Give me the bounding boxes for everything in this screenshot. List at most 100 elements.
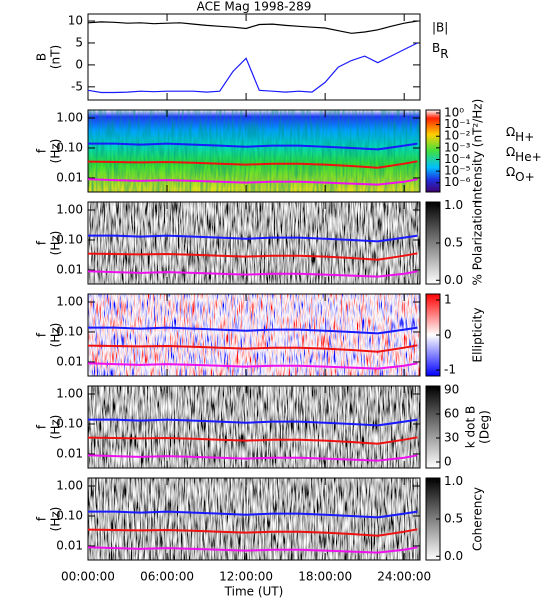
colorbar-tick-label: 10⁻⁵ — [444, 164, 471, 178]
series-line — [87, 270, 418, 278]
x-tick-label: 00:00:00 — [61, 570, 115, 584]
series-line — [87, 344, 418, 353]
colorbar-tick-label: 1 — [444, 292, 452, 306]
colorbar-tick-label: 10⁻⁶ — [444, 175, 471, 189]
colorbar-tick-label: 1.0 — [444, 474, 463, 488]
colorbar-label: % Polarization — [471, 201, 485, 286]
colorbar-label: Intensity (nT²/Hz) — [471, 99, 485, 204]
series-line — [87, 436, 418, 445]
colorbar-tick-label: 1.0 — [444, 198, 463, 212]
colorbar-tick-label: 0 — [444, 328, 452, 342]
spectrogram — [88, 110, 420, 192]
y-tick-label: 1.00 — [56, 479, 83, 493]
plot-frame — [87, 385, 421, 469]
series-line — [87, 160, 418, 169]
colorbar-tick-label: 0.0 — [444, 273, 463, 287]
spectrogram-texture — [88, 294, 420, 376]
series-line — [87, 42, 418, 94]
y-axis-label: f — [35, 240, 49, 245]
series-line — [88, 418, 418, 427]
y-tick-label: 10 — [68, 14, 83, 28]
series-line — [88, 234, 418, 243]
y-axis-label: f — [35, 148, 49, 153]
chart-title: ACE Mag 1998-289 — [197, 0, 312, 14]
colorbar-tick-label: 10⁻² — [444, 129, 471, 143]
series-line — [87, 178, 418, 186]
y-tick-label: 0 — [75, 57, 83, 71]
plot-frame — [87, 293, 421, 377]
y-axis-label: (Hz) — [49, 415, 63, 440]
plot-frame — [87, 201, 421, 285]
y-tick-label: 0.01 — [56, 354, 83, 368]
y-tick-label: 1.00 — [56, 387, 83, 401]
x-tick-label: 06:00:00 — [140, 570, 194, 584]
legend-entry: BR — [432, 41, 449, 61]
y-axis-label: (nT) — [49, 45, 63, 69]
spectrogram — [88, 386, 420, 468]
series-line — [87, 546, 418, 554]
series-line — [88, 510, 418, 519]
y-tick-label: 0.10 — [56, 232, 83, 246]
colorbar-tick-label: 0.5 — [444, 236, 463, 250]
colorbar-tick-label: 10⁻⁴ — [444, 152, 471, 166]
colorbar-tick-label: 10⁻³ — [444, 140, 471, 154]
x-tick-label: 18:00:00 — [298, 570, 352, 584]
colorbar-tick-label: 30 — [444, 431, 459, 445]
colorbar-tick-label: 0 — [444, 455, 452, 469]
legend-entry: ΩH+ — [506, 125, 534, 144]
y-axis-label: (Hz) — [49, 231, 63, 256]
series-line — [87, 528, 418, 537]
series-line — [87, 454, 418, 462]
plot-frame — [87, 13, 421, 101]
colorbar-tick-label: 10⁻¹ — [444, 117, 471, 131]
spectrogram-texture — [88, 386, 420, 468]
spectrogram-texture — [88, 202, 420, 284]
x-tick-label: 12:00:00 — [219, 570, 273, 584]
y-tick-label: 0.01 — [56, 170, 83, 184]
x-tick-label: 24:00:00 — [377, 570, 431, 584]
colorbar-label: Ellipticity — [471, 308, 485, 363]
y-tick-label: 0.01 — [56, 446, 83, 460]
plot-frame — [87, 109, 421, 193]
y-tick-label: 0.01 — [56, 262, 83, 276]
y-axis-label: f — [35, 424, 49, 429]
spectrogram-texture — [88, 110, 420, 192]
y-tick-label: 5 — [75, 35, 83, 49]
y-axis-label: (Hz) — [49, 507, 63, 532]
y-axis-label: f — [35, 332, 49, 337]
legend-entry: |B| — [432, 21, 448, 35]
y-tick-label: 0.10 — [56, 416, 83, 430]
spectrogram — [88, 202, 420, 284]
spectrogram — [88, 294, 420, 376]
colorbar-label: Coherency — [471, 487, 485, 551]
colorbar-tick-label: 0.0 — [444, 549, 463, 563]
colorbar — [425, 385, 441, 469]
series-line — [87, 362, 418, 370]
y-tick-label: -5 — [71, 79, 83, 93]
y-axis-label: f — [35, 516, 49, 521]
y-tick-label: 1.00 — [56, 111, 83, 125]
series-line — [88, 326, 418, 335]
x-axis-label: Time (UT) — [224, 585, 284, 599]
y-tick-label: 0.01 — [56, 538, 83, 552]
series-line — [88, 142, 418, 151]
y-axis-label: (Hz) — [49, 323, 63, 348]
y-tick-label: 0.10 — [56, 140, 83, 154]
y-tick-label: 0.10 — [56, 324, 83, 338]
colorbar-label: (Deg) — [478, 410, 492, 444]
series-line — [87, 20, 418, 34]
y-tick-label: 0.10 — [56, 508, 83, 522]
y-axis-label: (Hz) — [49, 139, 63, 164]
y-axis-label: B — [35, 53, 49, 61]
legend-entry: ΩHe+ — [506, 145, 542, 164]
colorbar — [425, 109, 441, 193]
spectrogram-texture — [88, 478, 420, 560]
series-line — [87, 252, 418, 261]
legend-entry: ΩO+ — [506, 165, 535, 184]
y-tick-label: 1.00 — [56, 203, 83, 217]
y-tick-label: 1.00 — [56, 295, 83, 309]
colorbar-tick-label: 60 — [444, 407, 459, 421]
colorbar-label: k dot B — [464, 406, 478, 448]
spectrogram — [88, 478, 420, 560]
